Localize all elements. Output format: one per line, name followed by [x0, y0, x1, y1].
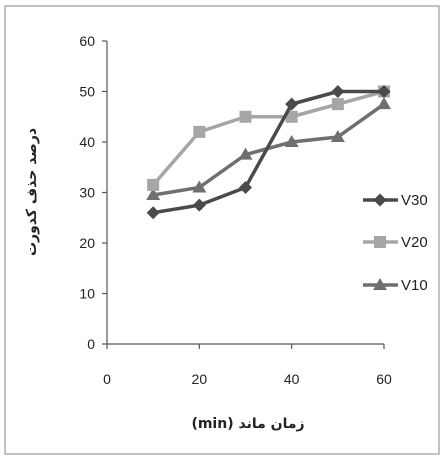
- legend-marker: [373, 278, 387, 290]
- legend-marker: [374, 236, 386, 248]
- data-point-v10: [238, 147, 253, 160]
- data-point-v10: [146, 188, 161, 201]
- data-point-v20: [193, 125, 206, 138]
- legend-marker: [373, 193, 387, 207]
- data-point-v10: [330, 129, 345, 142]
- y-tick-label: 20: [79, 235, 95, 251]
- legend-item-v30: V30: [363, 192, 428, 209]
- legend-label: V30: [401, 192, 428, 209]
- y-tick-label: 30: [79, 185, 95, 201]
- legend-item-v20: V20: [363, 234, 428, 251]
- data-point-v20: [285, 110, 298, 123]
- legend-label: V20: [401, 234, 428, 251]
- x-axis-title: زمان ماند (min): [191, 416, 304, 432]
- data-point-v10: [284, 135, 299, 147]
- y-tick-label: 50: [79, 84, 95, 100]
- data-point-v20: [331, 98, 344, 111]
- y-axis-title: درصد حذف کدورت: [24, 128, 40, 256]
- data-point-v20: [147, 178, 160, 191]
- y-ticks: 0 10 20 30 40 50 60: [79, 33, 107, 352]
- data-point-v30: [146, 206, 160, 220]
- data-point-v10: [192, 180, 207, 193]
- legend-item-v10: V10: [363, 277, 428, 294]
- data-point-v30: [377, 85, 391, 98]
- series-line-v20: [151, 89, 385, 187]
- y-tick-label: 60: [79, 33, 95, 49]
- x-tick-label: 20: [192, 371, 208, 387]
- series-layer: [146, 85, 391, 220]
- x-tick-label: 0: [103, 371, 111, 387]
- legend: V30 V20 V10: [363, 192, 428, 294]
- y-tick-label: 0: [87, 336, 95, 352]
- legend-label: V10: [401, 277, 428, 294]
- data-point-v30: [285, 97, 299, 111]
- data-point-v30: [239, 180, 252, 194]
- data-point-v30: [331, 85, 345, 98]
- x-ticks: 0 20 40 60: [103, 344, 392, 387]
- y-tick-label: 10: [79, 286, 95, 302]
- y-tick-label: 40: [79, 134, 95, 150]
- data-point-v30: [192, 198, 206, 212]
- x-tick-label: 40: [284, 371, 300, 387]
- x-tick-label: 60: [376, 371, 392, 387]
- chart-border: [4, 5, 440, 455]
- series-v30: [146, 85, 391, 220]
- data-point-v10: [377, 97, 391, 110]
- series-line-v30: [152, 89, 384, 215]
- data-point-v20: [239, 110, 252, 123]
